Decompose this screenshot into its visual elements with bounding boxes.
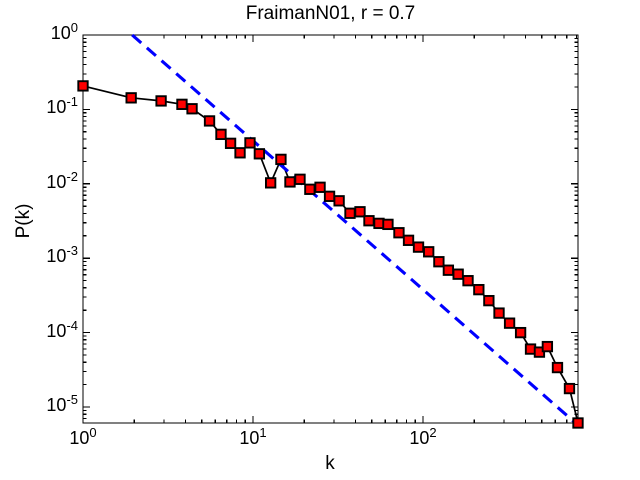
data-point-marker [514, 326, 527, 339]
data-point-marker [215, 128, 227, 141]
data-point-marker [412, 241, 425, 253]
y-tick-label: 100 [50, 19, 78, 43]
data-point-marker [125, 92, 137, 104]
data-point-marker [503, 317, 516, 329]
data-point-marker [294, 173, 306, 185]
data-point-marker [244, 137, 256, 149]
data-point-marker [176, 98, 188, 110]
data-point-marker [354, 206, 366, 218]
data-point-marker [314, 181, 326, 193]
data-point-marker [333, 195, 345, 207]
data-point-marker [551, 361, 564, 374]
y-tick-label: 10-1 [46, 94, 78, 118]
data-point-marker [203, 115, 216, 127]
data-point-marker [155, 95, 167, 107]
data-point-marker [224, 137, 237, 149]
data-point-marker [234, 147, 246, 159]
y-tick-label: 10-5 [46, 391, 78, 415]
plot-title: FraimanN01, r = 0.7 [245, 3, 416, 24]
data-point-marker [304, 183, 316, 195]
x-tick-label: 100 [69, 425, 97, 448]
data-point-marker [265, 177, 277, 189]
data-point-marker [423, 246, 435, 258]
y-axis-label: P(k) [13, 203, 34, 239]
data-point-marker [373, 217, 385, 230]
data-point-marker [186, 103, 198, 115]
data-point-marker [452, 268, 464, 280]
data-point-marker [284, 176, 296, 188]
data-point-marker [462, 275, 474, 287]
data-point-marker [433, 256, 445, 268]
data-point-marker [253, 148, 266, 160]
data-point-marker [393, 227, 405, 239]
data-point-marker [442, 264, 455, 276]
data-point-marker [493, 307, 505, 319]
y-tick-label: 10-3 [46, 243, 78, 267]
x-axis-label: k [325, 453, 335, 474]
data-point-marker [563, 382, 576, 395]
axes-box [82, 34, 579, 424]
data-point-marker [344, 207, 356, 219]
data-point-marker [483, 294, 495, 307]
data-point-marker [473, 284, 485, 296]
y-tick-label: 10-4 [46, 317, 78, 341]
data-point-marker [77, 80, 89, 92]
data-point-marker [275, 153, 287, 166]
y-tick-label: 10-2 [46, 168, 78, 192]
data-point-marker [402, 234, 415, 246]
data-point-marker [541, 340, 554, 353]
data-point-marker [382, 218, 394, 231]
x-tick-label: 101 [239, 425, 267, 448]
data-point-marker [572, 417, 584, 429]
x-tick-label: 102 [409, 425, 437, 448]
data-series-line [82, 85, 579, 424]
data-point-marker [363, 215, 375, 227]
power-law-fit-line [131, 33, 577, 425]
data-point-marker [323, 190, 336, 202]
